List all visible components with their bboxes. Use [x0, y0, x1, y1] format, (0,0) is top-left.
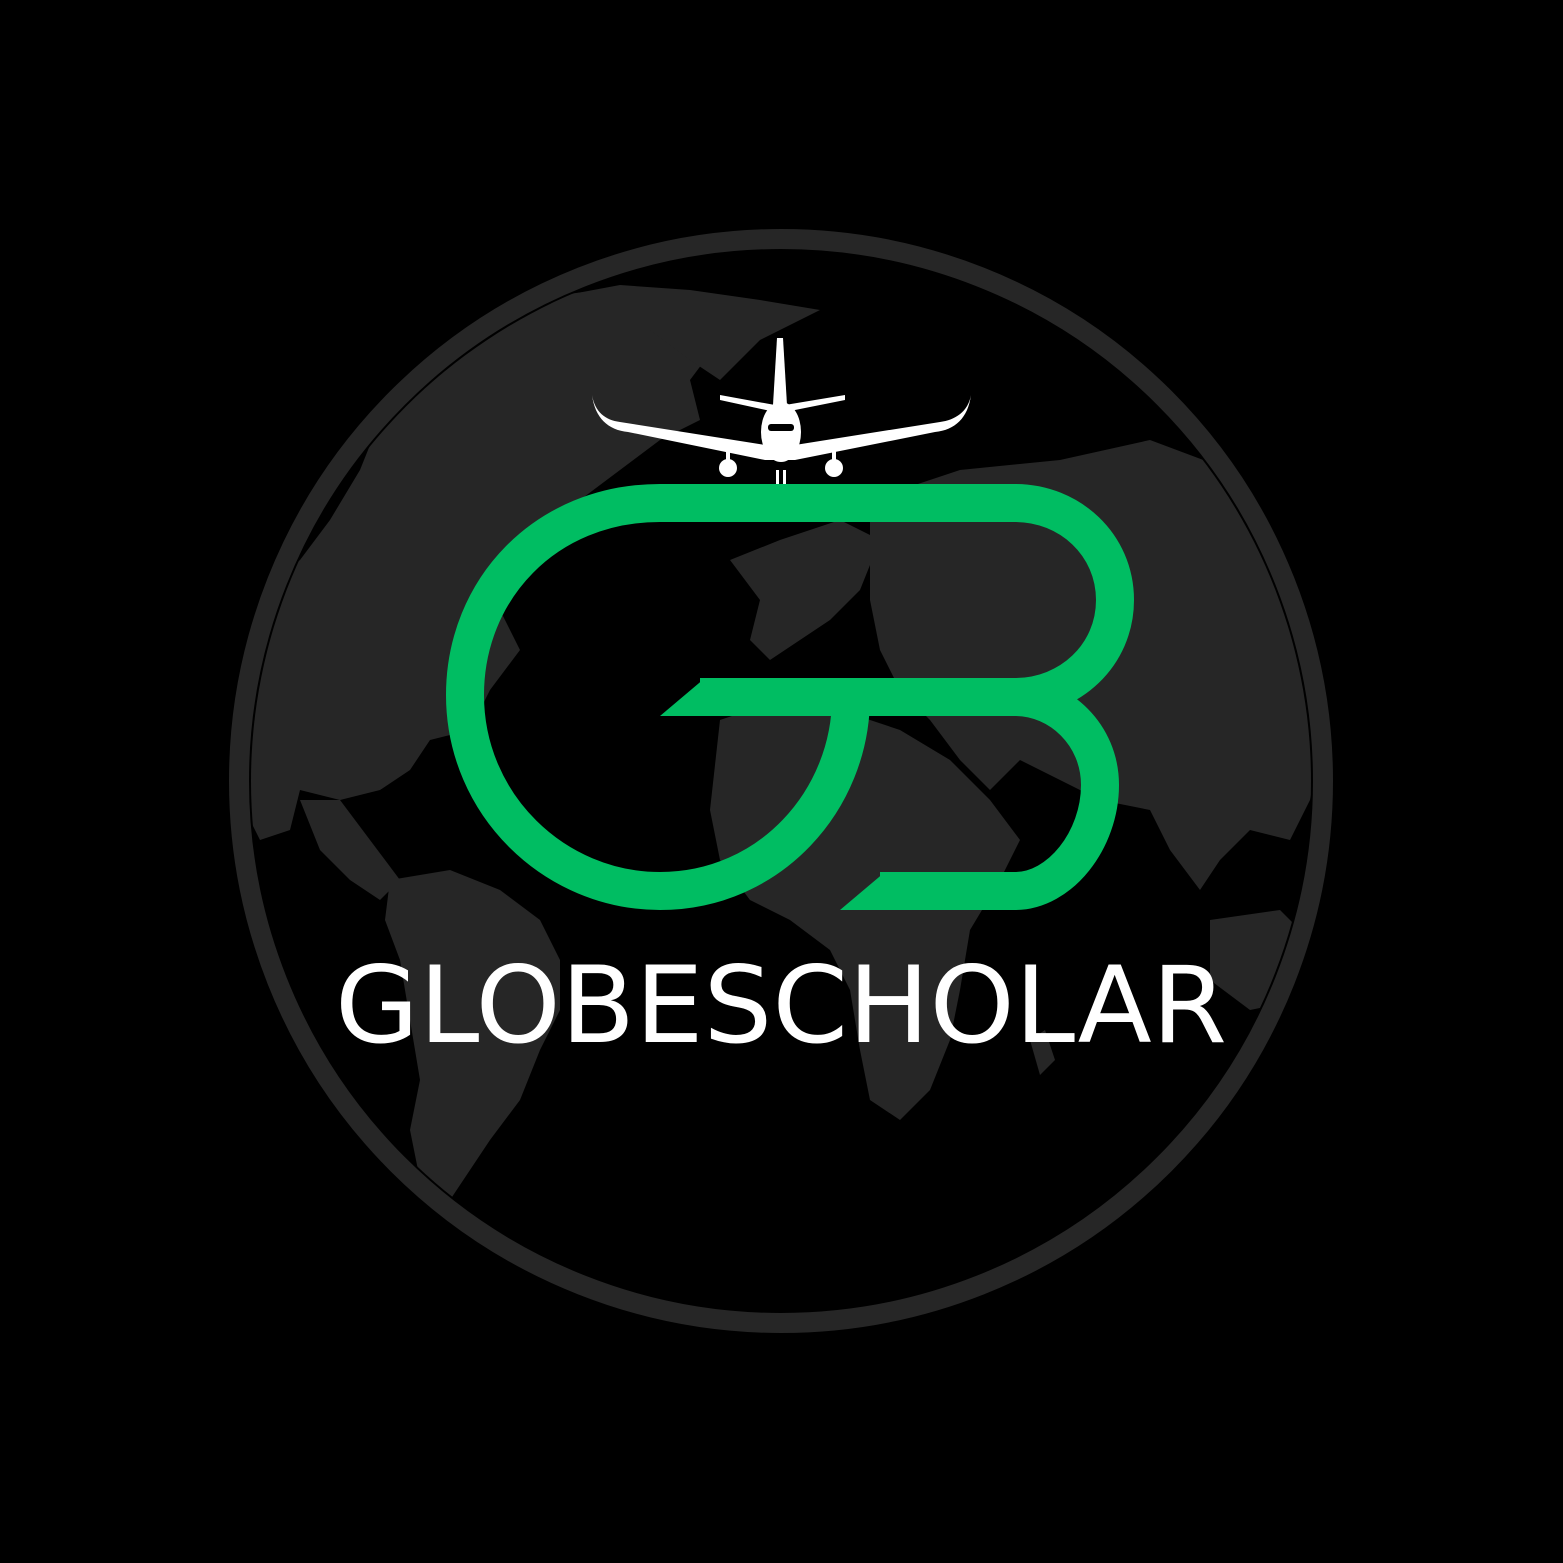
brand-wordmark: GLOBESCHOLAR [335, 944, 1227, 1067]
gb-monogram-icon [446, 484, 1134, 910]
airplane-icon [592, 338, 971, 484]
monogram-spur-icon [660, 678, 885, 910]
